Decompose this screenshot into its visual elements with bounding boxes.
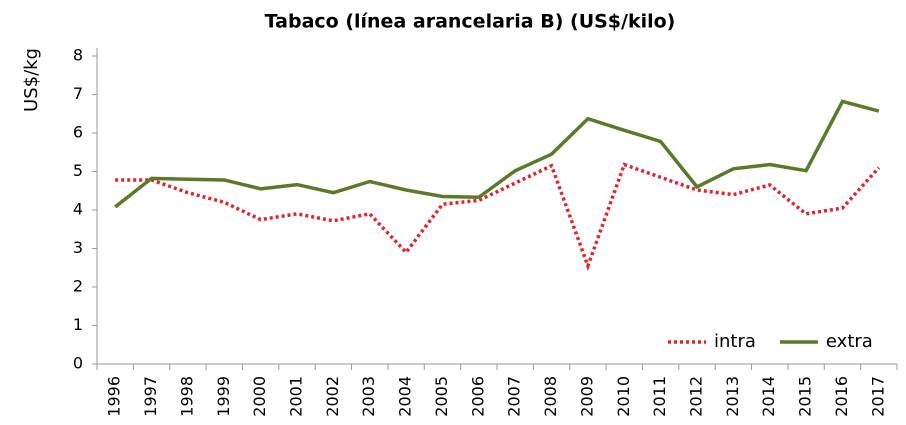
x-tick-label: 2007	[505, 376, 524, 417]
line-series	[115, 162, 881, 271]
chart-title: Tabaco (línea arancelaria B) (US$/kilo)	[265, 11, 676, 33]
x-tick-label: 2009	[577, 376, 596, 417]
x-tick-label: 2015	[796, 376, 815, 417]
y-tick-label: 8	[73, 46, 83, 65]
x-tick-label: 1996	[105, 376, 124, 417]
x-tick-label: 2005	[432, 376, 451, 417]
x-tick-label: 1999	[214, 376, 233, 417]
line-series	[114, 99, 880, 209]
y-tick-label: 0	[73, 354, 83, 373]
legend-label: intra	[714, 331, 756, 352]
x-tick-label: 2013	[723, 376, 742, 417]
y-tick-label: 2	[73, 277, 83, 296]
x-tick-label: 2004	[396, 376, 415, 417]
x-tick-label: 2008	[541, 376, 560, 417]
x-tick-label: 2001	[287, 376, 306, 417]
x-tick-label: 1998	[177, 376, 196, 417]
y-tick-label: 5	[73, 161, 83, 180]
x-tick-label: 2012	[687, 376, 706, 417]
x-tick-label: 2003	[359, 376, 378, 417]
x-tick-label: 1997	[141, 376, 160, 417]
x-tick-label: 2010	[614, 376, 633, 417]
y-tick-label: 7	[73, 84, 83, 103]
y-tick-label: 1	[73, 315, 83, 334]
x-tick-label: 2002	[323, 376, 342, 417]
y-axis-label: US$/kg	[21, 48, 42, 112]
x-tick-label: 2014	[759, 376, 778, 417]
legend-label: extra	[826, 331, 873, 352]
x-tick-label: 2016	[832, 376, 851, 417]
y-tick-label: 3	[73, 238, 83, 257]
y-tick-label: 4	[73, 200, 83, 219]
x-tick-label: 2000	[250, 376, 269, 417]
x-tick-label: 2006	[468, 376, 487, 417]
x-tick-label: 2017	[868, 376, 887, 417]
x-tick-label: 2011	[650, 376, 669, 417]
y-tick-label: 6	[73, 123, 83, 142]
